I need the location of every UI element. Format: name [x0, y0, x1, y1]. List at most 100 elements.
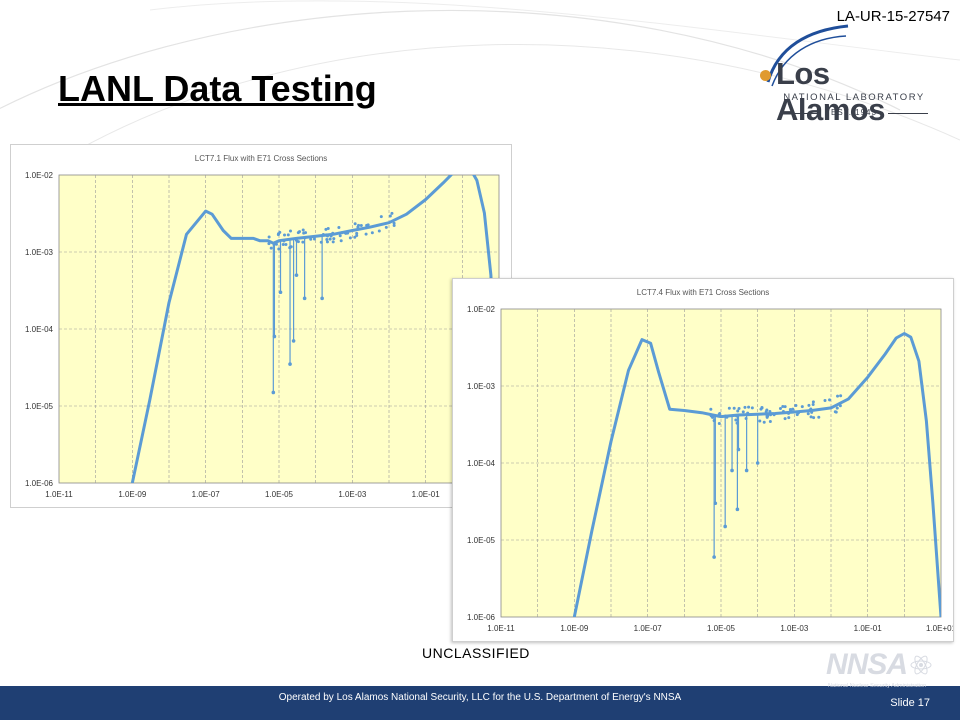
- x-tick-label: 1.0E+01: [926, 624, 953, 633]
- series-point: [321, 233, 325, 237]
- resonance-dip-point: [294, 273, 299, 277]
- logo-rule-left: [780, 113, 820, 114]
- chart-lct74-frame: LCT7.4 Flux with E71 Cross Sections 1.0E-…: [452, 278, 954, 642]
- y-tick-label: 1.0E-05: [467, 536, 496, 545]
- series-point: [284, 243, 288, 247]
- resonance-dip-point: [272, 334, 277, 339]
- logo-name: Los Alamos: [776, 56, 885, 127]
- series-point: [328, 237, 332, 241]
- y-tick-label: 1.0E-05: [25, 402, 54, 411]
- resonance-dip-point: [735, 507, 740, 512]
- series-point: [296, 231, 300, 235]
- resonance-dip-point: [723, 524, 727, 529]
- series-point: [269, 246, 273, 250]
- series-point: [783, 405, 787, 409]
- x-tick-label: 1.0E-07: [634, 624, 663, 633]
- resonance-dip-point: [713, 501, 718, 506]
- series-point: [331, 240, 335, 244]
- series-point: [765, 414, 769, 418]
- series-point: [812, 416, 816, 420]
- series-point: [326, 227, 330, 231]
- x-tick-label: 1.0E-09: [560, 624, 589, 633]
- series-point: [787, 416, 791, 420]
- x-tick-label: 1.0E-11: [487, 624, 515, 633]
- series-point: [267, 235, 271, 239]
- series-point: [709, 407, 713, 411]
- series-point: [338, 234, 342, 238]
- series-point: [303, 236, 307, 240]
- x-tick-label: 1.0E-01: [854, 624, 883, 633]
- chart-lct71-frame: LCT7.1 Flux with E71 Cross Sections 1.0E-…: [10, 144, 512, 508]
- resonance-dip-point: [302, 296, 307, 301]
- chart-title: LCT7.4 Flux with E71 Cross Sections: [637, 288, 770, 297]
- series-point: [734, 418, 738, 422]
- y-tick-label: 1.0E-03: [467, 382, 496, 391]
- series-point: [718, 412, 722, 416]
- series-point: [781, 410, 785, 414]
- series-point: [274, 242, 278, 246]
- series-point: [736, 409, 740, 413]
- series-point: [357, 223, 361, 227]
- x-tick-label: 1.0E-05: [707, 624, 736, 633]
- series-point: [325, 234, 329, 238]
- series-point: [384, 225, 388, 229]
- footer-operator-text: Operated by Los Alamos National Security…: [278, 692, 682, 703]
- series-point: [392, 221, 396, 225]
- series-point: [331, 231, 335, 235]
- series-point: [768, 410, 772, 414]
- series-point: [838, 404, 842, 408]
- series-point: [355, 231, 359, 235]
- series-point: [281, 243, 285, 247]
- series-point: [359, 223, 363, 227]
- series-point: [727, 406, 731, 410]
- series-point: [811, 400, 815, 404]
- series-point: [807, 403, 811, 407]
- series-point: [329, 234, 333, 238]
- series-point: [762, 420, 766, 424]
- y-tick-label: 1.0E-02: [25, 171, 54, 180]
- nnsa-subtitle: National Nuclear Security Administration: [828, 683, 927, 689]
- series-point: [377, 229, 381, 233]
- series-point: [388, 214, 392, 218]
- nnsa-logo: NNSA National Nuclear Security Administr…: [826, 648, 934, 692]
- logo-swoosh-icon: [766, 24, 849, 87]
- atom-icon: [910, 655, 932, 675]
- series-point: [309, 237, 313, 241]
- series-point: [835, 406, 839, 410]
- logo-est: EST. 1943: [831, 108, 877, 117]
- series-point: [806, 412, 810, 416]
- logo-rule-right: [888, 113, 928, 114]
- series-point: [267, 242, 271, 246]
- series-point: [737, 406, 741, 410]
- series-group: [572, 332, 941, 617]
- series-point: [768, 419, 772, 423]
- series-point: [348, 236, 352, 240]
- series-point: [301, 240, 305, 244]
- series-point: [325, 240, 329, 244]
- series-point: [743, 405, 747, 409]
- series-point: [750, 406, 754, 410]
- series-group: [130, 175, 499, 483]
- chart-lct71: LCT7.1 Flux with E71 Cross Sections 1.0E-…: [25, 154, 500, 499]
- series-point: [353, 222, 357, 226]
- x-tick-label: 1.0E-01: [412, 490, 441, 499]
- series-point: [778, 406, 782, 410]
- series-point: [355, 233, 359, 237]
- series-point: [288, 246, 292, 250]
- y-tick-label: 1.0E-04: [467, 459, 496, 468]
- series-point: [764, 410, 768, 414]
- series-point: [283, 233, 287, 237]
- series-point: [288, 229, 292, 233]
- series-point: [788, 407, 792, 411]
- series-point: [379, 215, 383, 219]
- chart-lct74: LCT7.4 Flux with E71 Cross Sections 1.0E-…: [467, 288, 953, 633]
- logo-subtitle: NATIONAL LABORATORY: [783, 92, 925, 103]
- resonance-dip-point: [744, 468, 749, 473]
- series-point: [746, 411, 750, 415]
- series-point: [828, 398, 832, 402]
- y-tick-label: 1.0E-03: [25, 248, 54, 257]
- page-title: LANL Data Testing: [58, 68, 377, 109]
- y-tick-label: 1.0E-06: [25, 479, 54, 488]
- series-point: [735, 421, 739, 425]
- resonance-dip-point: [291, 339, 296, 343]
